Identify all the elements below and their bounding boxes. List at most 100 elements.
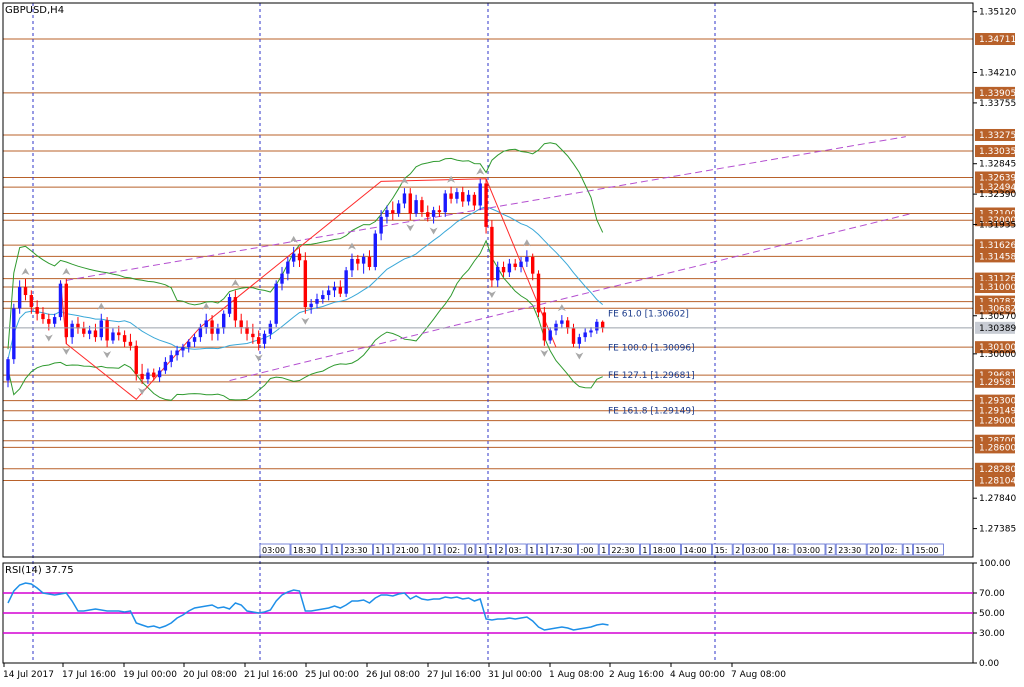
candle-body (216, 328, 220, 334)
candle-body (396, 203, 401, 214)
candle-body (210, 320, 214, 334)
session-label: 0 (468, 546, 473, 555)
rsi-line (7, 582, 609, 631)
level-label: 1.28600 (979, 443, 1016, 453)
fractal-up-arrow (97, 302, 106, 310)
session-label-box (774, 543, 795, 556)
candle-body (490, 226, 494, 281)
session-label: 2 (735, 546, 740, 555)
session-label: 21:00 (396, 546, 419, 555)
session-label: 22:30 (611, 546, 634, 555)
candle-body (542, 312, 547, 341)
candle-body (128, 341, 133, 346)
level-label-box (975, 281, 1015, 294)
fractal-up-arrow (202, 302, 211, 310)
session-label-box (681, 543, 712, 556)
candle-body (82, 328, 86, 334)
session-label: 20 (869, 546, 879, 555)
level-label-box (975, 441, 1015, 454)
level-label-box (975, 181, 1015, 194)
candle-body (239, 320, 243, 328)
price-tick-label: 1.32390 (979, 190, 1016, 200)
candle-body (356, 258, 360, 264)
session-label: 1 (386, 546, 391, 555)
level-label-box (975, 474, 1015, 487)
fractal-up-arrow (62, 267, 71, 275)
candle-body (181, 347, 185, 351)
fractal-up-arrow (289, 235, 298, 243)
fractal-down-arrow (138, 387, 147, 395)
fractal-up-arrow (21, 267, 30, 275)
candle-body (76, 323, 80, 329)
rsi-label: RSI(14) 37.75 (5, 565, 74, 576)
fractal-up-arrow (447, 175, 456, 183)
fractal-down-arrow (44, 334, 53, 342)
candle-body (99, 320, 103, 338)
level-label: 1.34711 (979, 35, 1016, 45)
session-label-box (866, 543, 883, 556)
candle-body (280, 273, 284, 284)
candle-body (169, 355, 173, 362)
session-label: 18:00 (653, 546, 676, 555)
candle-body (402, 193, 407, 204)
session-label: 15:00 (915, 546, 938, 555)
candle-body (192, 337, 197, 342)
time-label: 1 Aug 08:00 (549, 670, 604, 680)
session-label-box (794, 543, 826, 556)
session-label-box (444, 543, 466, 556)
price-tick-label: 1.34210 (979, 69, 1016, 79)
session-label: 1 (539, 546, 544, 555)
candle-body (361, 256, 366, 264)
session-label-box (434, 543, 445, 556)
candle-body (437, 210, 442, 213)
session-label: 18: (776, 546, 789, 555)
level-label: 1.30682 (979, 304, 1016, 314)
price-tick-label: 1.35120 (979, 8, 1016, 18)
level-label: 1.33035 (979, 147, 1016, 157)
candle-body (431, 210, 436, 217)
channel-upper-line (66, 136, 906, 281)
time-label: 17 Jul 16:00 (62, 670, 116, 680)
fractal-up-arrow (347, 242, 356, 250)
candle-body (373, 233, 377, 267)
candle-body (478, 183, 482, 206)
session-label-box (475, 543, 486, 556)
candle-body (326, 290, 331, 296)
bollinger-upper (7, 142, 604, 350)
session-label-box (712, 543, 733, 556)
fractal-down-arrow (575, 352, 584, 360)
candle-body (35, 307, 39, 314)
candle-body (256, 337, 261, 344)
time-label: 2 Aug 16:00 (609, 670, 664, 680)
time-label: 26 Jul 08:00 (366, 670, 420, 680)
candle-body (309, 303, 313, 308)
fractal-down-arrow (301, 317, 310, 325)
session-label: 1 (488, 546, 493, 555)
session-label: 1 (601, 546, 606, 555)
session-label-box (902, 543, 913, 556)
candle-body (117, 332, 121, 336)
candle-body (47, 319, 51, 324)
price-tick-label: 1.27385 (979, 525, 1016, 535)
session-label-box (341, 543, 373, 556)
fractal-arrows (21, 167, 584, 395)
time-label: 4 Aug 00:00 (670, 670, 725, 680)
candle-body (152, 372, 156, 378)
session-labels: 03:00 18:30 1 1 23:30 1 1 21:00 1 1 02: 0 1 1 2 03: 1 1 17… (259, 543, 944, 556)
level-label: 1.31458 (979, 252, 1016, 262)
level-label: 1.30100 (979, 343, 1016, 353)
fractal-up-arrow (231, 279, 240, 287)
session-label: 2 (498, 546, 503, 555)
level-label: 1.29581 (979, 378, 1016, 388)
candle-body (23, 287, 28, 296)
candle-body (367, 256, 372, 267)
price-tick-label: 1.30570 (979, 312, 1016, 322)
candle-body (332, 287, 337, 291)
session-label-box (465, 543, 476, 556)
candle-body (507, 263, 512, 273)
session-label-box (609, 543, 640, 556)
candle-body (501, 266, 506, 273)
time-label: 19 Jul 00:00 (123, 670, 177, 680)
